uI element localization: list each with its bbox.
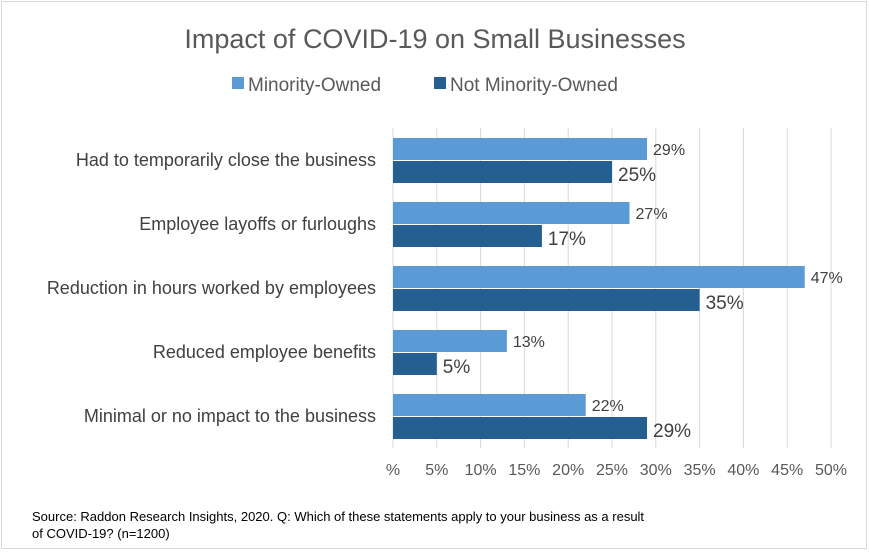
category-label: Reduced employee benefits (153, 342, 376, 362)
x-tick-label: 25% (596, 462, 628, 479)
bar-minority-owned (393, 138, 648, 160)
source-note-line-2: of COVID-19? (n=1200) (32, 526, 170, 541)
category-label: Reduction in hours worked by employees (47, 278, 376, 298)
legend-label-minority: Minority-Owned (248, 75, 381, 96)
bar-minority-owned (393, 266, 805, 288)
bar-not-minority-owned (393, 353, 437, 375)
legend-swatch-minority (232, 77, 244, 89)
x-tick-label: 40% (727, 462, 759, 479)
data-label: 17% (548, 229, 586, 250)
bar-not-minority-owned (393, 161, 612, 183)
x-tick-label: 15% (508, 462, 540, 479)
x-tick-label: 35% (684, 462, 716, 479)
x-tick-label: 45% (771, 462, 803, 479)
category-label: Had to temporarily close the business (76, 150, 376, 170)
x-tick-label: % (386, 462, 400, 479)
data-label: 27% (636, 206, 668, 223)
data-label: 29% (653, 421, 691, 442)
x-tick-label: 10% (465, 462, 497, 479)
data-label: 5% (443, 357, 471, 378)
data-label: 35% (706, 293, 744, 314)
data-label: 47% (811, 270, 843, 287)
data-label: 13% (513, 334, 545, 351)
x-tick-label: 20% (552, 462, 584, 479)
legend-swatch-not-minority (434, 77, 446, 89)
data-label: 22% (592, 398, 624, 415)
data-label: 29% (653, 142, 685, 159)
legend: Minority-Owned Not Minority-Owned (232, 75, 618, 96)
bar-not-minority-owned (393, 289, 700, 311)
bar-minority-owned (393, 202, 630, 224)
bar-not-minority-owned (393, 417, 648, 439)
category-label: Minimal or no impact to the business (84, 406, 376, 426)
x-tick-label: 50% (815, 462, 847, 479)
legend-label-not-minority: Not Minority-Owned (450, 75, 618, 96)
chart-title: Impact of COVID-19 on Small Businesses (184, 24, 685, 54)
x-tick-label: 5% (425, 462, 448, 479)
data-label: 25% (618, 165, 656, 186)
source-note-line-1: Source: Raddon Research Insights, 2020. … (32, 509, 644, 524)
bar-minority-owned (393, 330, 507, 352)
bar-not-minority-owned (393, 225, 542, 247)
bar-minority-owned (393, 394, 586, 416)
category-label: Employee layoffs or furloughs (139, 214, 376, 234)
x-tick-label: 30% (640, 462, 672, 479)
